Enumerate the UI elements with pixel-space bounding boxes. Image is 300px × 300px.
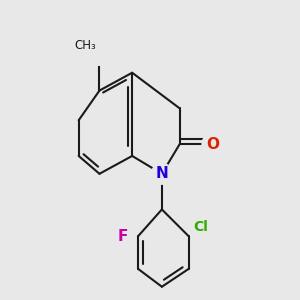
Text: CH₃: CH₃ [75, 39, 97, 52]
Text: N: N [155, 166, 168, 181]
Circle shape [89, 44, 110, 65]
Circle shape [113, 226, 134, 247]
Circle shape [190, 217, 211, 238]
Text: Cl: Cl [193, 220, 208, 234]
Circle shape [202, 134, 223, 154]
Text: F: F [118, 229, 128, 244]
Circle shape [152, 164, 172, 184]
Text: O: O [206, 136, 219, 152]
